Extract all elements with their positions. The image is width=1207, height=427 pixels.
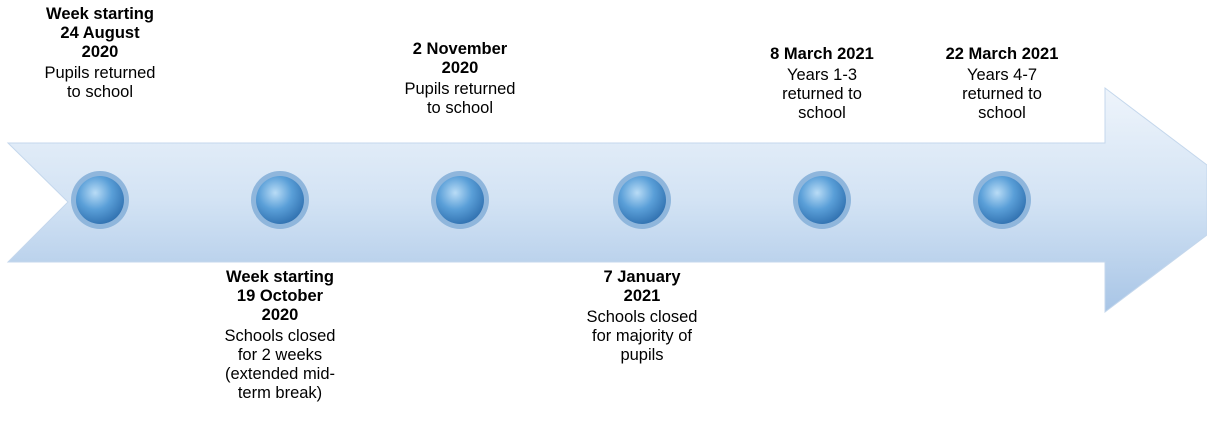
event-description-line: pupils xyxy=(620,346,664,364)
event-title-line: 19 October xyxy=(236,287,324,305)
event-description-line: Pupils returned xyxy=(404,80,516,98)
event-description-line: school xyxy=(798,104,846,122)
timeline-dots xyxy=(71,171,1031,229)
event-description-line: Years 4-7 xyxy=(966,66,1038,84)
event-title-line: 2020 xyxy=(81,43,119,61)
event-title: 2 November 2020 xyxy=(375,40,545,78)
event-description-line: for 2 weeks xyxy=(237,346,323,364)
event: Week starting 19 October 2020 Schools close… xyxy=(195,268,365,403)
timeline-dot xyxy=(798,176,846,224)
event-title-line: Week starting xyxy=(226,268,334,286)
event-description-line: returned to xyxy=(782,85,862,103)
event-description-line: (extended mid- xyxy=(224,365,336,383)
event-title-line: 2020 xyxy=(441,59,479,77)
event-title: Week starting 24 August 2020 xyxy=(15,5,185,62)
event: 22 March 2021 Years 4-7 returned to school xyxy=(917,45,1087,123)
event: 8 March 2021 Years 1-3 returned to school xyxy=(737,45,907,123)
event-title-line: 2020 xyxy=(261,306,299,324)
event-title-line: Week starting xyxy=(46,5,154,23)
timeline-dot xyxy=(978,176,1026,224)
event-description-line: returned to xyxy=(962,85,1042,103)
timeline-dot xyxy=(76,176,124,224)
event-description: Years 1-3 returned to school xyxy=(737,66,907,123)
event-description: Years 4-7 returned to school xyxy=(917,66,1087,123)
event: 2 November 2020 Pupils returned to school xyxy=(375,40,545,118)
event-description-line: to school xyxy=(426,99,494,117)
event-description: Pupils returned to school xyxy=(375,80,545,118)
event-description-line: Schools closed xyxy=(586,308,698,326)
event-title-line: 2 November xyxy=(412,40,508,58)
event-description-line: to school xyxy=(66,83,134,101)
event-description-line: for majority of xyxy=(592,327,692,345)
event-title: Week starting 19 October 2020 xyxy=(195,268,365,325)
event-title-line: 24 August xyxy=(60,24,140,42)
event-title-line: 7 January xyxy=(603,268,681,286)
event-description-line: Pupils returned xyxy=(44,64,156,82)
event-description-line: Schools closed xyxy=(224,327,336,345)
event-title-line: 2021 xyxy=(623,287,661,305)
event-description-line: Years 1-3 xyxy=(786,66,858,84)
event-title: 7 January 2021 xyxy=(557,268,727,306)
event: Week starting 24 August 2020 Pupils returne… xyxy=(15,5,185,102)
event-description-line: term break) xyxy=(237,384,323,402)
event-description: Schools closed for 2 weeks (extended mid-t… xyxy=(195,327,365,403)
event-description: Pupils returned to school xyxy=(15,64,185,102)
event-title-line: 22 March 2021 xyxy=(945,45,1059,63)
event-title: 22 March 2021 xyxy=(917,45,1087,64)
event-description: Schools closed for majority of pupils xyxy=(557,308,727,365)
event-title: 8 March 2021 xyxy=(737,45,907,64)
event: 7 January 2021 Schools closed for majority … xyxy=(557,268,727,365)
timeline-dot xyxy=(618,176,666,224)
event-title-line: 8 March 2021 xyxy=(770,45,874,63)
timeline-dot xyxy=(256,176,304,224)
event-description-line: school xyxy=(978,104,1026,122)
timeline-arrow xyxy=(6,86,1207,314)
timeline-dot xyxy=(436,176,484,224)
